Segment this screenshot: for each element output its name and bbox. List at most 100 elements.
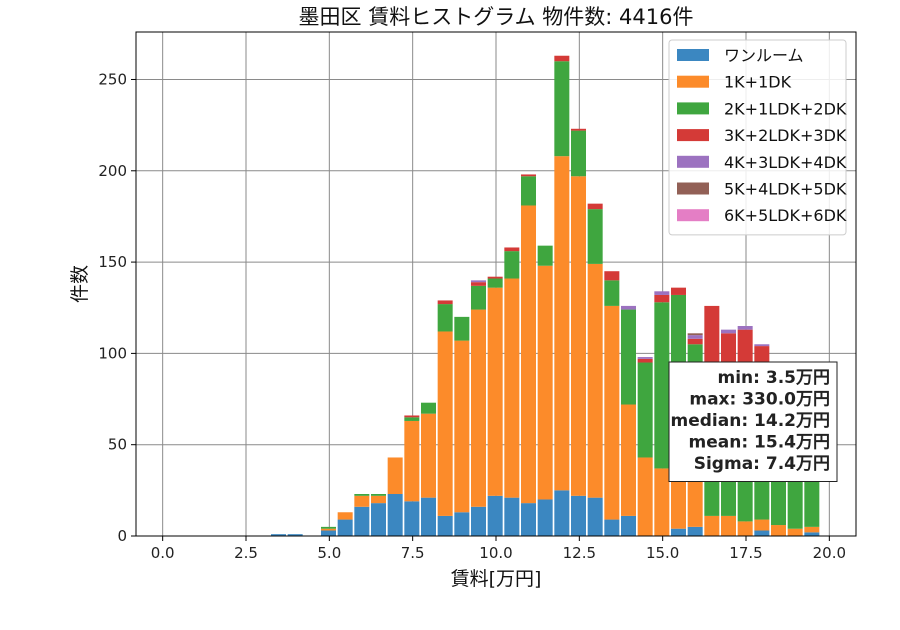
bar-segment bbox=[371, 503, 386, 536]
bar-segment bbox=[537, 265, 553, 500]
bar-segment bbox=[554, 55, 570, 62]
bar-segment bbox=[587, 497, 603, 536]
legend-swatch bbox=[677, 155, 709, 168]
y-tick-label: 100 bbox=[98, 344, 127, 362]
y-tick-label: 0 bbox=[117, 527, 127, 545]
bar-segment bbox=[521, 174, 536, 177]
x-tick-label: 0.0 bbox=[151, 544, 175, 562]
bar-segment bbox=[637, 457, 653, 536]
bar-segment bbox=[637, 358, 653, 363]
bar-segment bbox=[337, 512, 353, 520]
bar-segment bbox=[571, 495, 586, 536]
bar-segment bbox=[504, 247, 520, 252]
y-tick-label: 250 bbox=[98, 70, 127, 88]
bar-segment bbox=[687, 335, 703, 339]
legend-swatch bbox=[677, 102, 709, 115]
bar-segment bbox=[471, 506, 486, 536]
bar-segment bbox=[587, 203, 603, 210]
bar-segment bbox=[571, 130, 586, 177]
legend: ワンルーム 1K+1DK 2K+1LDK+2DK 3K+2LDK+3DK 4K+3LDK… bbox=[668, 39, 847, 236]
bar-segment bbox=[804, 526, 820, 533]
bar-segment bbox=[671, 528, 686, 536]
bar-segment bbox=[387, 457, 403, 494]
bar-segment bbox=[404, 501, 420, 536]
bar-segment bbox=[687, 526, 703, 536]
y-axis-label: 件数 bbox=[69, 265, 91, 303]
bar-segment bbox=[637, 362, 653, 458]
bar-segment bbox=[437, 304, 453, 332]
bar-segment bbox=[554, 156, 570, 491]
bar-segment bbox=[404, 417, 420, 421]
bar-segment bbox=[537, 245, 553, 266]
bar-segment bbox=[554, 490, 570, 536]
bar-segment bbox=[604, 280, 620, 306]
bar-segment bbox=[571, 176, 586, 496]
legend-swatch bbox=[677, 182, 709, 195]
axes: 0.0 2.5 5.0 7.5 10.0 12.5 15.0 17.5 20.0 0 50 100 15… bbox=[98, 31, 857, 562]
bar-segment bbox=[487, 276, 503, 279]
legend-label: 1K+1DK bbox=[724, 73, 792, 92]
bar-segment bbox=[421, 402, 436, 414]
bar-segment bbox=[587, 263, 603, 498]
bar-segment bbox=[387, 494, 403, 536]
bar-segment bbox=[621, 305, 636, 310]
legend-swatch bbox=[677, 209, 709, 222]
bar-segment bbox=[721, 515, 736, 536]
bar-segment bbox=[521, 503, 536, 536]
bar-segment bbox=[354, 506, 370, 536]
bar-segment bbox=[354, 494, 370, 496]
bar-segment bbox=[504, 497, 520, 536]
bar-segment bbox=[454, 340, 470, 513]
bar-segment bbox=[754, 530, 770, 536]
bar-segment bbox=[471, 309, 486, 507]
stats-line: max: 330.0万円 bbox=[689, 390, 830, 410]
bar-segment bbox=[637, 357, 653, 359]
bar-segment bbox=[487, 278, 503, 288]
bar-segment bbox=[404, 420, 420, 502]
bar-segment bbox=[371, 495, 386, 504]
y-tick-label: 150 bbox=[98, 253, 127, 271]
legend-label: 6K+5LDK+6DK bbox=[724, 206, 847, 225]
bar-segment bbox=[287, 534, 303, 536]
x-tick-label: 5.0 bbox=[317, 544, 341, 562]
bar-segment bbox=[421, 413, 436, 498]
y-tick-label: 50 bbox=[108, 436, 127, 454]
bar-segment bbox=[421, 497, 436, 536]
bar-segment bbox=[554, 61, 570, 157]
stats-line: min: 3.5万円 bbox=[718, 368, 830, 388]
bar-segment bbox=[487, 287, 503, 496]
y-tick-label: 200 bbox=[98, 162, 127, 180]
plot-frame bbox=[135, 31, 857, 537]
bar-segment bbox=[437, 300, 453, 305]
bar-segment bbox=[621, 309, 636, 405]
bar-segment bbox=[687, 333, 703, 336]
bar-segment bbox=[671, 479, 686, 529]
bar-segment bbox=[321, 526, 336, 529]
bar-segment bbox=[771, 525, 786, 536]
bar-segment bbox=[654, 291, 670, 295]
bar-segment bbox=[621, 404, 636, 516]
x-tick-label: 10.0 bbox=[479, 544, 512, 562]
bar-segment bbox=[487, 495, 503, 536]
bar-segment bbox=[504, 278, 520, 498]
bar-segment bbox=[654, 294, 670, 303]
x-tick-label: 12.5 bbox=[563, 544, 596, 562]
bar-segment bbox=[471, 285, 486, 310]
legend-swatch bbox=[677, 75, 709, 88]
bar-segment bbox=[787, 528, 803, 536]
legend-frame bbox=[668, 39, 847, 236]
bar-segment bbox=[687, 338, 703, 345]
bar-segment bbox=[671, 287, 686, 295]
stats-frame bbox=[668, 361, 838, 482]
bar-segment bbox=[537, 499, 553, 536]
bar-segment bbox=[371, 494, 386, 496]
stats-line: Sigma: 7.4万円 bbox=[694, 454, 830, 474]
legend-swatch bbox=[677, 129, 709, 142]
legend-label: ワンルーム bbox=[724, 46, 804, 65]
bar-segment bbox=[721, 329, 736, 334]
x-tick-label: 7.5 bbox=[401, 544, 425, 562]
bar-segment bbox=[521, 205, 536, 504]
x-axis-label: 賃料[万円] bbox=[451, 568, 542, 590]
bar-segment bbox=[404, 415, 420, 418]
